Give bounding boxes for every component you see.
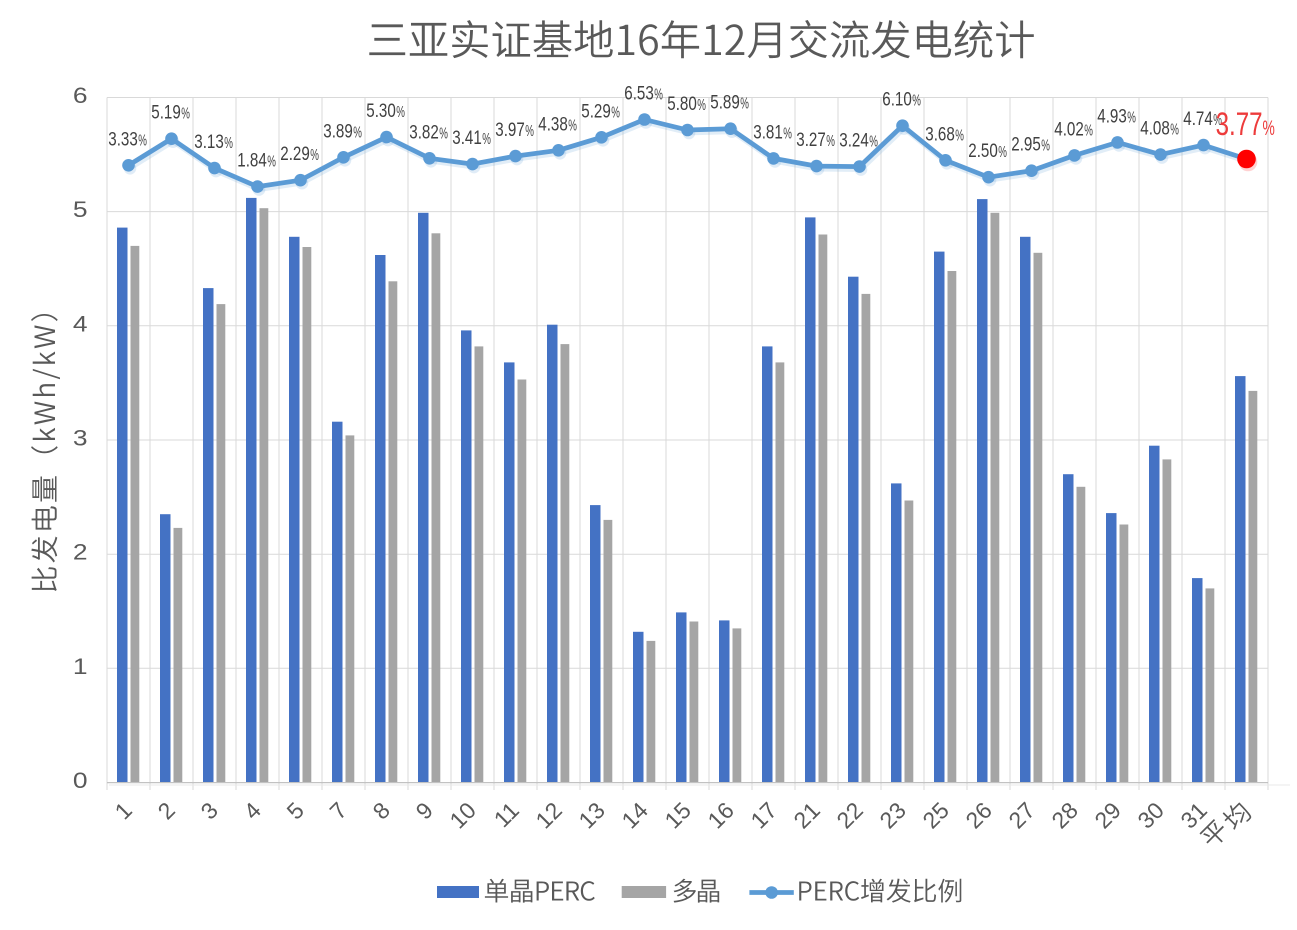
svg-text:3.77: 3.77	[1216, 106, 1263, 142]
svg-text:%: %	[1041, 136, 1050, 154]
svg-text:3.82: 3.82	[409, 122, 439, 143]
svg-text:%: %	[998, 143, 1007, 161]
svg-text:3.89: 3.89	[323, 121, 353, 142]
svg-text:%: %	[826, 132, 835, 150]
svg-text:4.08: 4.08	[1140, 119, 1170, 140]
svg-text:3.81: 3.81	[753, 122, 783, 143]
svg-text:5.30: 5.30	[366, 101, 396, 122]
svg-text:%: %	[869, 132, 878, 150]
svg-text:%: %	[912, 91, 921, 109]
svg-text:%: %	[181, 104, 190, 122]
svg-text:%: %	[740, 94, 749, 112]
svg-text:%: %	[654, 85, 663, 103]
svg-text:6.10: 6.10	[882, 90, 912, 111]
svg-text:2.50: 2.50	[968, 141, 998, 162]
svg-text:%: %	[697, 96, 706, 114]
svg-text:3: 3	[73, 426, 88, 450]
svg-text:%: %	[1263, 116, 1275, 140]
svg-text:5.89: 5.89	[710, 93, 740, 114]
svg-text:5.19: 5.19	[151, 103, 181, 124]
svg-text:%: %	[396, 103, 405, 121]
svg-text:0: 0	[73, 769, 88, 793]
svg-text:%: %	[525, 122, 534, 140]
svg-text:%: %	[310, 146, 319, 164]
svg-text:%: %	[439, 124, 448, 142]
svg-text:%: %	[138, 131, 147, 149]
svg-text:2: 2	[73, 541, 88, 565]
svg-text:6.53: 6.53	[624, 84, 654, 105]
svg-text:%: %	[783, 124, 792, 142]
svg-text:4.38: 4.38	[538, 114, 568, 135]
svg-text:1.84: 1.84	[237, 151, 267, 172]
svg-text:4.93: 4.93	[1097, 106, 1127, 127]
svg-text:5.80: 5.80	[667, 94, 697, 115]
svg-text:1: 1	[73, 655, 88, 679]
svg-text:%: %	[1127, 108, 1136, 126]
svg-text:3.68: 3.68	[925, 124, 955, 145]
svg-text:%: %	[568, 116, 577, 134]
svg-text:2.95: 2.95	[1011, 135, 1041, 156]
svg-text:%: %	[1170, 120, 1179, 138]
svg-text:6: 6	[73, 84, 88, 108]
svg-text:3.13: 3.13	[194, 132, 224, 153]
svg-text:4.02: 4.02	[1054, 119, 1084, 140]
svg-text:5.29: 5.29	[581, 101, 611, 122]
svg-text:3.41: 3.41	[452, 128, 482, 149]
svg-text:3.24: 3.24	[839, 131, 869, 152]
svg-text:%: %	[353, 123, 362, 141]
svg-text:3.27: 3.27	[796, 130, 826, 151]
svg-text:4: 4	[73, 312, 88, 336]
svg-text:%: %	[1084, 121, 1093, 139]
svg-text:5: 5	[73, 198, 88, 222]
svg-text:2.29: 2.29	[280, 144, 310, 165]
svg-text:%: %	[482, 130, 491, 148]
svg-text:4.74: 4.74	[1183, 109, 1213, 130]
svg-text:%: %	[267, 152, 276, 170]
svg-text:%: %	[955, 126, 964, 144]
svg-text:3.33: 3.33	[108, 129, 138, 150]
svg-text:3.97: 3.97	[495, 120, 525, 141]
svg-text:%: %	[611, 103, 620, 121]
svg-text:%: %	[224, 134, 233, 152]
svg-text:%: %	[1213, 111, 1222, 129]
